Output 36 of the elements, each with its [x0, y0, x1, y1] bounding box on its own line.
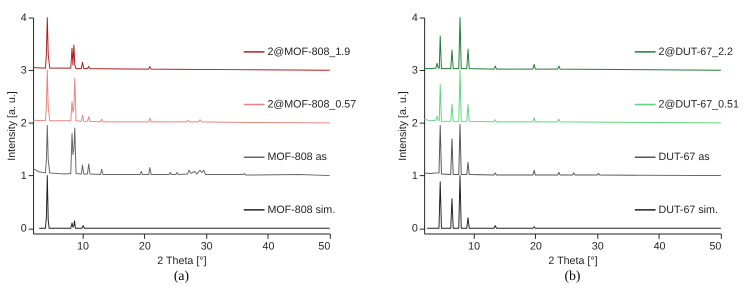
x-tick-label: 50 [709, 240, 722, 253]
x-tick-label: 20 [530, 240, 542, 253]
legend-label: MOF-808 as [267, 151, 327, 164]
x-tick-label: 30 [200, 240, 213, 253]
y-tick-label: 3 [412, 64, 418, 77]
x-tick-label: 10 [77, 240, 90, 253]
legend-label: DUT-67 as [658, 151, 710, 164]
y-tick-label: 2 [412, 117, 418, 130]
x-tick-label: 40 [262, 240, 274, 253]
legend-label: 2@DUT-67_2.2 [658, 46, 734, 58]
y-tick-label: 1 [412, 170, 418, 182]
text: (a) [174, 268, 189, 284]
x-tick-label: 40 [654, 240, 666, 253]
x-tick-label: 50 [318, 240, 330, 253]
x-tick-label: 10 [468, 240, 480, 253]
text: (b) [564, 268, 580, 284]
y-tick-label: 3 [20, 64, 27, 77]
legend-label: MOF-808 sim. [267, 204, 336, 216]
y-tick-label: 0 [20, 222, 27, 235]
x-axis-title: 2 Theta [°] [548, 255, 598, 268]
x-tick-label: 30 [592, 240, 604, 253]
y-tick-label: 1 [20, 170, 27, 182]
y-axis-title: Intensity [a. u.] [397, 91, 410, 161]
legend-label: 2@DUT-67_0.51 [658, 98, 739, 110]
legend-label: 2@MOF-808_0.57 [267, 98, 356, 110]
y-axis-title: Intensity [a. u.] [6, 91, 18, 161]
y-tick-label: 4 [20, 12, 27, 24]
line-series [424, 124, 722, 176]
legend-label: 2@MOF-808_1.9 [267, 46, 350, 58]
legend-label: DUT-67 sim. [658, 204, 718, 216]
x-axis-title: 2 Theta [°] [157, 255, 207, 268]
x-tick-label: 20 [138, 240, 151, 253]
line-series [32, 125, 330, 176]
y-tick-label: 4 [412, 12, 418, 24]
y-tick-label: 2 [20, 117, 27, 130]
y-tick-label: 0 [412, 222, 418, 235]
